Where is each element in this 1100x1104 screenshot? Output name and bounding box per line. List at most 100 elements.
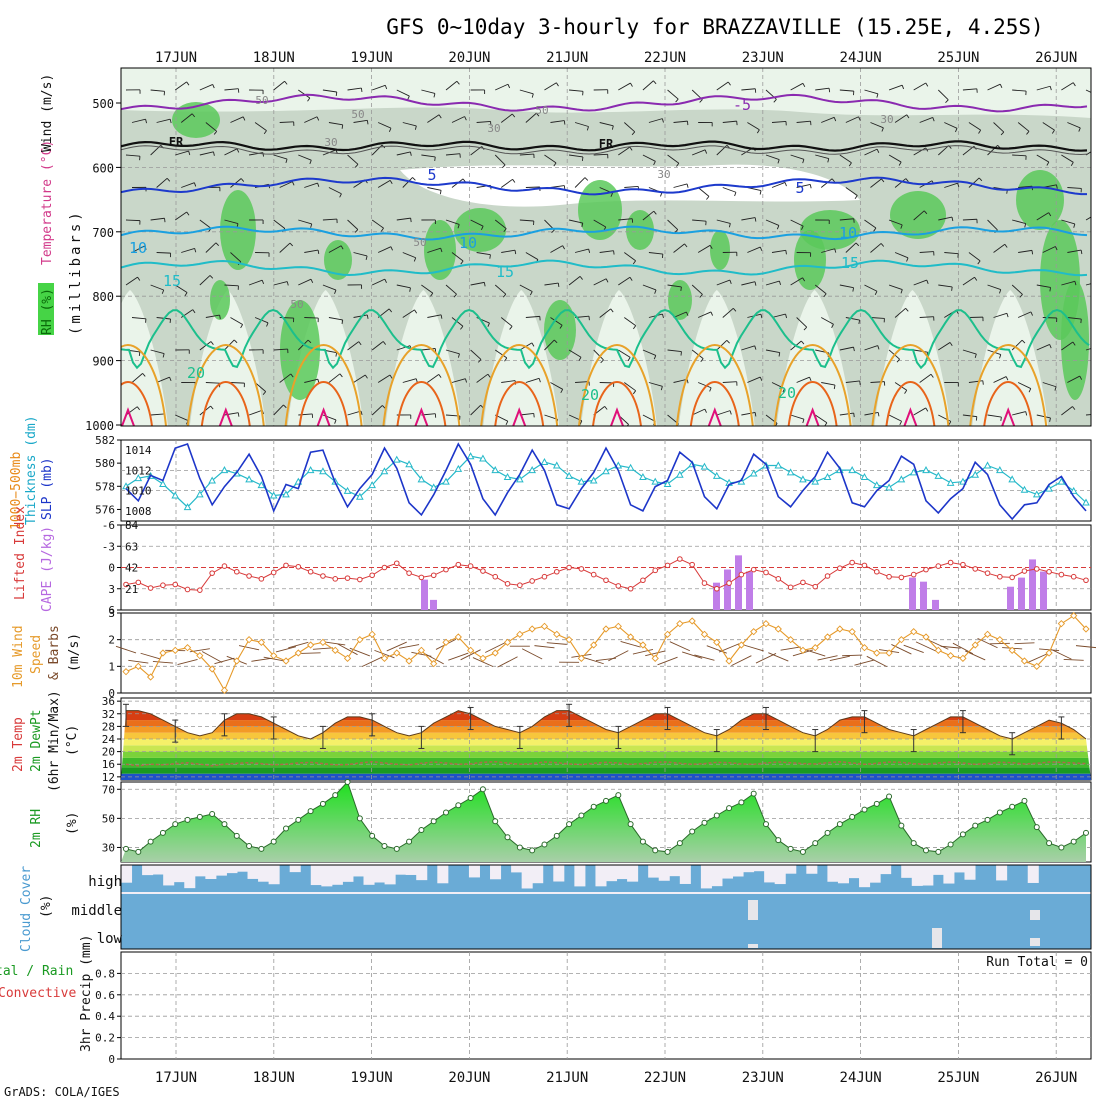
- lifted-index-point: [419, 575, 424, 580]
- rh-point: [616, 793, 621, 798]
- date-label-bottom: 22JUN: [644, 1070, 686, 1086]
- cloud-high-gap: [617, 865, 628, 879]
- rh-contour-label: 30: [324, 136, 337, 149]
- rh-point: [124, 846, 129, 851]
- lifted-index-point: [641, 578, 646, 583]
- temp-tick-label: 20: [102, 746, 115, 759]
- pressure-tick-label: 1000: [85, 419, 114, 433]
- rh-point: [776, 838, 781, 843]
- cloud-high-gap: [606, 865, 617, 881]
- cloud-high-gap: [838, 865, 849, 883]
- wind-barb-tick: [952, 287, 953, 291]
- lifted-index-point: [998, 574, 1003, 579]
- temp-tick-label: 24: [102, 733, 116, 746]
- wind-barb-tick: [1032, 250, 1033, 254]
- rh-point: [284, 826, 289, 831]
- lifted-index-point: [1034, 567, 1039, 572]
- lifted-index-point: [862, 563, 867, 568]
- wind-barb: [126, 220, 140, 221]
- cape-bar: [1018, 578, 1025, 610]
- rh-point: [1034, 825, 1039, 830]
- main-panel-labels: RH (%) Temperature (°C) Wind (m/s) (mill…: [38, 74, 84, 335]
- rh-point: [554, 833, 559, 838]
- rh-moist-blob: [626, 210, 654, 250]
- rh-point: [788, 846, 793, 851]
- date-label-top: 19JUN: [351, 50, 393, 66]
- wind-barb-tick: [681, 287, 682, 291]
- cloud-high-gap: [827, 865, 838, 882]
- precip-tick-label: 0.8: [95, 967, 115, 980]
- lifted-index-point: [444, 567, 449, 572]
- precip-tick-label: 0.4: [95, 1010, 115, 1023]
- cape-bar: [724, 570, 731, 610]
- cloud-gap: [932, 928, 942, 948]
- lifted-index-point: [1022, 569, 1027, 574]
- date-label-top: 23JUN: [742, 50, 784, 66]
- temperature-contour-label: 10: [459, 234, 477, 252]
- lifted-index-point: [899, 575, 904, 580]
- cloud-high-gap: [743, 865, 754, 872]
- wind-barb: [1092, 383, 1100, 388]
- lifted-index-point: [850, 560, 855, 565]
- rh-point: [259, 846, 264, 851]
- rh-point: [456, 803, 461, 808]
- cloud-high-gap: [574, 865, 585, 886]
- rh-point: [185, 817, 190, 822]
- cloud-high-gap: [764, 865, 775, 882]
- lifted-index-point: [653, 568, 658, 573]
- rh-contour-label: 50: [413, 236, 426, 249]
- precip-tick-label: 0: [108, 1053, 115, 1066]
- lifted-index-point: [801, 580, 806, 585]
- date-label-bottom: 18JUN: [253, 1070, 295, 1086]
- temp-tick-label: 32: [102, 708, 115, 721]
- lifted-index-point: [788, 585, 793, 590]
- lifted-index-point: [1071, 574, 1076, 579]
- rh-point: [653, 848, 658, 853]
- rh-point: [628, 822, 633, 827]
- lifted-index-point: [739, 572, 744, 577]
- cloud-high-gap: [406, 865, 417, 875]
- precip-tick-label: 0.2: [95, 1032, 115, 1045]
- rh-point: [837, 822, 842, 827]
- rh-point: [1084, 830, 1089, 835]
- precip-tick-label: 0.6: [95, 989, 115, 1002]
- temperature-contour-label: 10: [129, 239, 147, 257]
- temperature-contour-label: 20: [581, 386, 599, 404]
- temperature-contour-label: 5: [795, 179, 804, 197]
- cape-tick-label: 42: [125, 562, 138, 575]
- wind10-label-2: Speed: [29, 635, 44, 674]
- panel-cloud-cover: high middle low Cloud Cover (%): [19, 865, 1091, 952]
- rh-point: [333, 793, 338, 798]
- lifted-index-point: [210, 571, 215, 576]
- rh-point: [505, 835, 510, 840]
- rh-point: [160, 830, 165, 835]
- rh-moist-blob: [280, 300, 320, 400]
- cloud-high-gap: [184, 865, 195, 888]
- rh-point: [960, 832, 965, 837]
- cloud-high-gap: [964, 865, 975, 880]
- cloud-high-gap: [311, 865, 322, 885]
- date-label-bottom: 24JUN: [840, 1070, 882, 1086]
- wind-barb-tick: [336, 92, 337, 96]
- temperature-contour-label: 20: [778, 384, 796, 402]
- cloud-high-gap: [1028, 865, 1039, 883]
- lifted-index-point: [382, 565, 387, 570]
- wind-barb: [304, 318, 318, 319]
- cloud-high-gap: [553, 865, 564, 882]
- rh-point: [973, 823, 978, 828]
- temp-band: [121, 752, 1091, 758]
- rh-dry-pocket: [400, 165, 860, 207]
- lifted-index-point: [271, 570, 276, 575]
- lifted-index-point: [751, 567, 756, 572]
- cloud-high-gap: [237, 865, 248, 872]
- cloud-high-gap: [859, 865, 870, 887]
- temp-band: [121, 733, 1091, 739]
- lifted-index-point: [764, 570, 769, 575]
- run-total: Run Total = 0: [986, 955, 1088, 970]
- lifted-tick-label: -3: [102, 540, 115, 553]
